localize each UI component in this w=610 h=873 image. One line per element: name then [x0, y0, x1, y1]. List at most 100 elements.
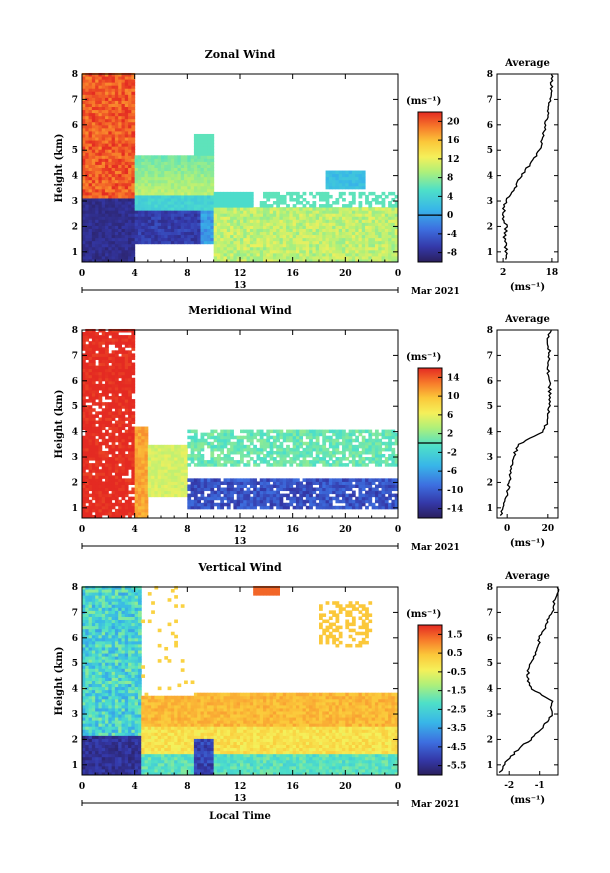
meridional-wind-cell: [134, 472, 139, 476]
meridional-wind-cell: [216, 496, 221, 501]
meridional-wind-cell: [101, 505, 106, 510]
meridional-wind-cell: [105, 423, 109, 428]
zonal-wind-cell: [259, 216, 264, 220]
zonal-wind-cell: [98, 152, 103, 156]
zonal-wind-cell: [190, 164, 195, 168]
zonal-wind-cell: [101, 88, 106, 92]
meridional-wind-cell: [141, 511, 146, 516]
zonal-wind-cell: [82, 164, 86, 168]
zonal-wind-cell: [124, 72, 129, 77]
meridional-wind-cell: [124, 380, 129, 385]
zonal-wind-cell: [193, 194, 198, 199]
zonal-wind-cell: [111, 210, 116, 214]
zonal-wind-cell: [88, 249, 93, 254]
zonal-wind-cell: [114, 240, 119, 245]
meridional-wind-cell: [101, 347, 106, 351]
meridional-wind-cell: [299, 460, 304, 464]
meridional-wind-cell: [128, 423, 132, 428]
zonal-wind-cell: [378, 237, 383, 242]
zonal-wind-cell: [332, 228, 336, 233]
zonal-wind-cell: [243, 197, 248, 202]
meridional-wind-cell: [141, 450, 146, 455]
zonal-wind-cell: [114, 130, 119, 135]
meridional-wind-cell: [167, 457, 172, 461]
zonal-wind-cell: [82, 219, 86, 223]
zonal-wind-cell: [200, 240, 205, 245]
zonal-wind-cell: [167, 167, 172, 172]
zonal-wind-cell: [207, 176, 211, 181]
meridional-wind-cell: [240, 478, 244, 482]
meridional-wind-cell: [197, 496, 201, 501]
zonal-wind-cell: [256, 219, 261, 223]
meridional-wind-cell: [114, 420, 119, 424]
zonal-wind-cell: [207, 194, 211, 199]
zonal-wind-cell: [124, 213, 129, 217]
meridional-wind-cell: [213, 447, 218, 452]
zonal-wind-cell: [177, 173, 182, 178]
meridional-wind-cell: [108, 332, 113, 336]
zonal-wind-cell: [137, 204, 142, 208]
zonal-wind-colorbar: [417, 111, 443, 263]
zonal-wind-cell: [302, 207, 307, 211]
zonal-wind-cell: [391, 243, 396, 248]
zonal-wind-cell: [167, 228, 172, 233]
meridional-wind-cell: [111, 368, 116, 373]
zonal-wind-cell: [85, 118, 90, 123]
meridional-wind-cell: [272, 435, 277, 440]
meridional-wind-cell: [161, 469, 165, 473]
zonal-wind-cell: [141, 182, 146, 187]
zonal-wind-cell: [335, 182, 340, 187]
meridional-wind-cell: [105, 338, 109, 342]
zonal-wind-cell: [154, 204, 159, 208]
zonal-wind-cell: [121, 72, 126, 77]
zonal-wind-ytick-label: 5: [72, 146, 78, 156]
zonal-wind-cell: [114, 179, 119, 184]
zonal-wind-cell: [282, 246, 287, 251]
zonal-wind-cell: [302, 213, 307, 217]
meridional-wind-cell: [216, 505, 221, 510]
meridional-wind-cell: [91, 350, 96, 354]
meridional-wind-cell: [121, 411, 126, 415]
zonal-wind-cell: [101, 143, 106, 147]
zonal-wind-cell: [151, 204, 155, 208]
zonal-wind-cell: [118, 207, 122, 211]
zonal-wind-cell: [161, 222, 165, 226]
zonal-wind-cell: [358, 201, 363, 205]
meridional-wind-cell: [269, 435, 274, 440]
zonal-wind-cell: [391, 240, 396, 245]
meridional-wind-cell: [309, 499, 313, 504]
meridional-wind-cell: [282, 447, 287, 452]
zonal-wind-cell: [128, 246, 132, 251]
meridional-wind-cell: [240, 457, 244, 461]
zonal-wind-cell: [315, 191, 320, 196]
meridional-wind-cell: [197, 484, 201, 489]
zonal-wind-cell: [200, 143, 205, 147]
meridional-wind-cell: [286, 450, 290, 455]
zonal-wind-cell: [82, 79, 86, 83]
zonal-wind-cell: [325, 191, 330, 196]
zonal-wind-cell: [98, 176, 103, 181]
zonal-wind-cell: [193, 228, 198, 233]
zonal-wind-cell: [200, 231, 205, 236]
meridional-wind-cell: [124, 386, 129, 391]
zonal-wind-cell: [197, 170, 201, 175]
meridional-wind-cell: [128, 435, 132, 440]
meridional-wind-cell: [101, 389, 106, 394]
meridional-wind-cell: [180, 472, 185, 476]
zonal-wind-cell: [101, 185, 106, 190]
zonal-wind-heatmap-cells: [82, 72, 399, 263]
zonal-wind-cell: [338, 207, 343, 211]
zonal-wind-cell: [315, 210, 320, 214]
zonal-wind-cell: [124, 219, 129, 223]
meridional-wind-cell: [210, 463, 215, 467]
zonal-wind-cell: [170, 185, 175, 190]
zonal-wind-cell: [114, 255, 119, 260]
zonal-wind-cell: [91, 188, 96, 193]
zonal-wind-cell: [144, 237, 149, 242]
zonal-wind-cell: [177, 225, 182, 229]
meridional-wind-cell: [137, 484, 142, 489]
zonal-wind-cell: [128, 115, 132, 120]
meridional-wind-cell: [118, 435, 122, 440]
zonal-wind-cell: [82, 179, 86, 184]
meridional-wind-cell: [223, 441, 228, 446]
